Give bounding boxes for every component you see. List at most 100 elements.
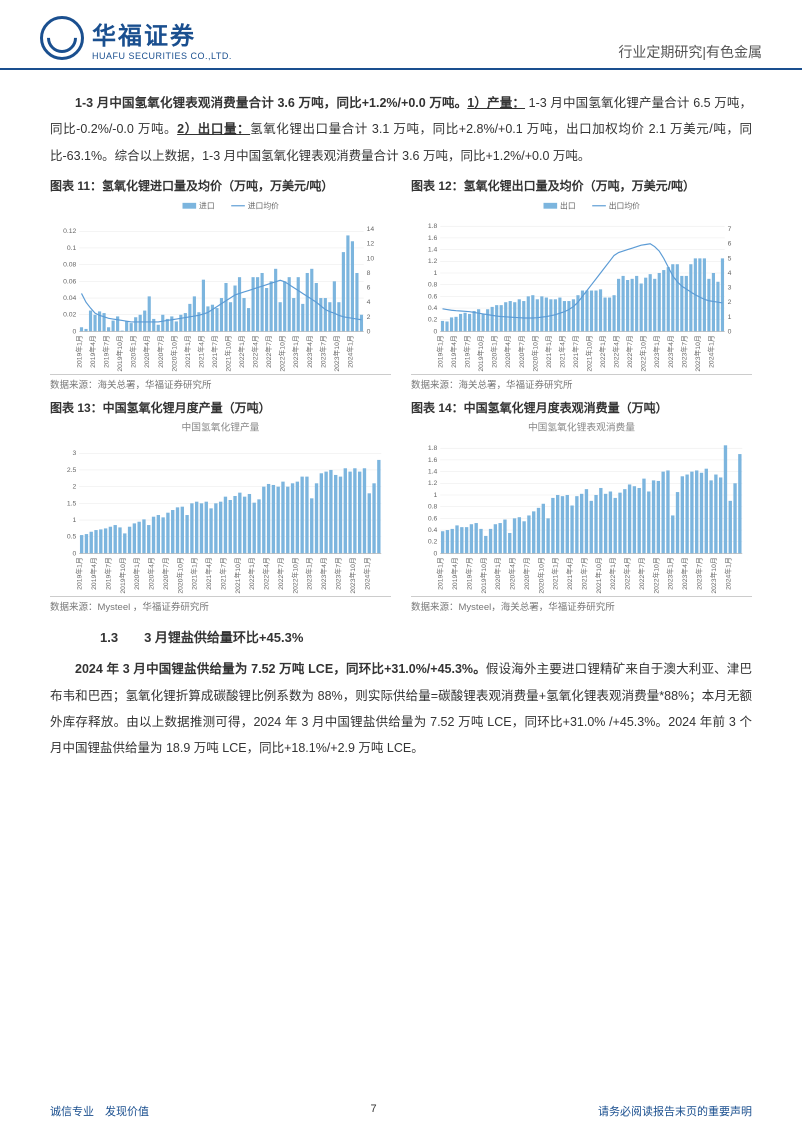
svg-text:2023年10月: 2023年10月 [693, 335, 702, 371]
svg-text:2023年10月: 2023年10月 [332, 335, 341, 371]
svg-text:0.2: 0.2 [428, 316, 438, 323]
svg-text:2022年10月: 2022年10月 [278, 335, 287, 371]
svg-text:2023年1月: 2023年1月 [305, 557, 314, 590]
svg-text:2019年4月: 2019年4月 [449, 335, 458, 368]
svg-text:0: 0 [728, 328, 732, 335]
svg-text:2021年7月: 2021年7月 [571, 335, 580, 368]
svg-text:1: 1 [73, 517, 77, 524]
svg-text:0.08: 0.08 [63, 261, 76, 268]
svg-text:2020年4月: 2020年4月 [142, 335, 151, 368]
svg-text:2022年7月: 2022年7月 [264, 335, 273, 368]
svg-text:1.6: 1.6 [428, 235, 438, 242]
svg-text:2021年10月: 2021年10月 [224, 335, 233, 371]
svg-text:2021年7月: 2021年7月 [210, 335, 219, 368]
svg-text:2: 2 [73, 484, 77, 491]
svg-text:2021年4月: 2021年4月 [565, 557, 574, 590]
chart-13: 图表 13：中国氢氧化锂月度产量（万吨） 00.511.522.532019年1… [50, 399, 391, 613]
svg-text:2023年7月: 2023年7月 [679, 335, 688, 368]
svg-text:2024年1月: 2024年1月 [706, 335, 715, 368]
svg-text:14: 14 [367, 226, 375, 233]
svg-text:2020年1月: 2020年1月 [129, 335, 138, 368]
svg-text:2020年7月: 2020年7月 [522, 557, 531, 590]
svg-text:2022年4月: 2022年4月 [251, 335, 260, 368]
svg-text:2019年10月: 2019年10月 [479, 557, 488, 593]
svg-text:2019年1月: 2019年1月 [435, 335, 444, 368]
chart-14: 图表 14：中国氢氧化锂月度表观消费量（万吨） 00.20.40.60.811.… [411, 399, 752, 613]
svg-text:2019年7月: 2019年7月 [464, 557, 473, 590]
svg-text:2023年1月: 2023年1月 [652, 335, 661, 368]
svg-text:中国氢氧化锂表观消费量: 中国氢氧化锂表观消费量 [528, 421, 635, 434]
svg-text:0.02: 0.02 [63, 311, 76, 318]
svg-text:2022年10月: 2022年10月 [290, 557, 299, 593]
svg-text:0.4: 0.4 [428, 527, 438, 534]
svg-text:0.5: 0.5 [67, 534, 77, 541]
svg-text:2020年4月: 2020年4月 [147, 557, 156, 590]
svg-text:2022年1月: 2022年1月 [598, 335, 607, 368]
svg-text:2022年10月: 2022年10月 [651, 557, 660, 593]
svg-text:2023年7月: 2023年7月 [333, 557, 342, 590]
svg-text:0.8: 0.8 [428, 504, 438, 511]
svg-text:2020年10月: 2020年10月 [175, 557, 184, 593]
svg-text:进口均价: 进口均价 [248, 200, 279, 210]
svg-text:2021年4月: 2021年4月 [196, 335, 205, 368]
svg-text:2019年10月: 2019年10月 [476, 335, 485, 371]
svg-text:8: 8 [367, 270, 371, 277]
logo-cn: 华福证券 [92, 16, 232, 51]
svg-text:2021年1月: 2021年1月 [544, 335, 553, 368]
svg-text:2023年4月: 2023年4月 [666, 335, 675, 368]
svg-text:2020年7月: 2020年7月 [156, 335, 165, 368]
svg-text:2022年7月: 2022年7月 [276, 557, 285, 590]
chart-12-svg: 00.20.40.60.811.21.41.61.8012345672019年1… [411, 197, 752, 372]
svg-text:6: 6 [728, 240, 732, 247]
svg-text:2020年7月: 2020年7月 [161, 557, 170, 590]
svg-text:1.2: 1.2 [428, 480, 438, 487]
svg-text:0: 0 [434, 328, 438, 335]
chart-14-svg: 00.20.40.60.811.21.41.61.82019年1月2019年4月… [411, 419, 752, 594]
logo-en: HUAFU SECURITIES CO.,LTD. [92, 51, 232, 61]
svg-text:2023年10月: 2023年10月 [709, 557, 718, 593]
svg-text:2020年1月: 2020年1月 [493, 557, 502, 590]
svg-text:1.2: 1.2 [428, 258, 438, 265]
svg-text:2023年1月: 2023年1月 [291, 335, 300, 368]
footer-right: 请务必阅读报告末页的重要声明 [598, 1103, 752, 1119]
svg-text:0.2: 0.2 [428, 539, 438, 546]
svg-text:2022年4月: 2022年4月 [262, 557, 271, 590]
svg-text:10: 10 [367, 255, 375, 262]
svg-text:0: 0 [73, 551, 77, 558]
svg-text:0.4: 0.4 [428, 305, 438, 312]
svg-text:4: 4 [367, 299, 371, 306]
svg-text:2021年10月: 2021年10月 [233, 557, 242, 593]
svg-text:2024年1月: 2024年1月 [362, 557, 371, 590]
svg-text:2021年1月: 2021年1月 [551, 557, 560, 590]
paragraph-1: 1-3 月中国氢氧化锂表观消费量合计 3.6 万吨，同比+1.2%/+0.0 万… [50, 90, 752, 169]
svg-text:0.6: 0.6 [428, 515, 438, 522]
svg-text:2020年1月: 2020年1月 [490, 335, 499, 368]
svg-text:1.4: 1.4 [428, 246, 438, 253]
svg-text:2023年4月: 2023年4月 [319, 557, 328, 590]
svg-text:2024年1月: 2024年1月 [345, 335, 354, 368]
svg-text:4: 4 [728, 270, 732, 277]
svg-text:12: 12 [367, 240, 375, 247]
svg-text:1.8: 1.8 [428, 445, 438, 452]
svg-text:出口均价: 出口均价 [609, 200, 640, 210]
svg-text:2019年4月: 2019年4月 [450, 557, 459, 590]
svg-text:进口: 进口 [199, 201, 215, 210]
svg-text:2022年1月: 2022年1月 [608, 557, 617, 590]
svg-text:1.5: 1.5 [67, 500, 77, 507]
svg-text:2022年4月: 2022年4月 [612, 335, 621, 368]
svg-text:2023年4月: 2023年4月 [680, 557, 689, 590]
svg-text:2019年7月: 2019年7月 [463, 335, 472, 368]
svg-text:2020年1月: 2020年1月 [132, 557, 141, 590]
svg-text:0.04: 0.04 [63, 295, 76, 302]
svg-text:1: 1 [728, 314, 732, 321]
svg-text:0.12: 0.12 [63, 228, 76, 235]
company-logo: 华福证券 HUAFU SECURITIES CO.,LTD. [40, 16, 232, 61]
svg-text:2019年10月: 2019年10月 [118, 557, 127, 593]
svg-text:2019年4月: 2019年4月 [89, 557, 98, 590]
svg-text:6: 6 [367, 284, 371, 291]
svg-text:2: 2 [728, 299, 732, 306]
svg-text:2019年4月: 2019年4月 [88, 335, 97, 368]
svg-text:2021年4月: 2021年4月 [204, 557, 213, 590]
svg-text:0: 0 [73, 328, 77, 335]
footer-left: 诚信专业 发现价值 [50, 1103, 149, 1119]
